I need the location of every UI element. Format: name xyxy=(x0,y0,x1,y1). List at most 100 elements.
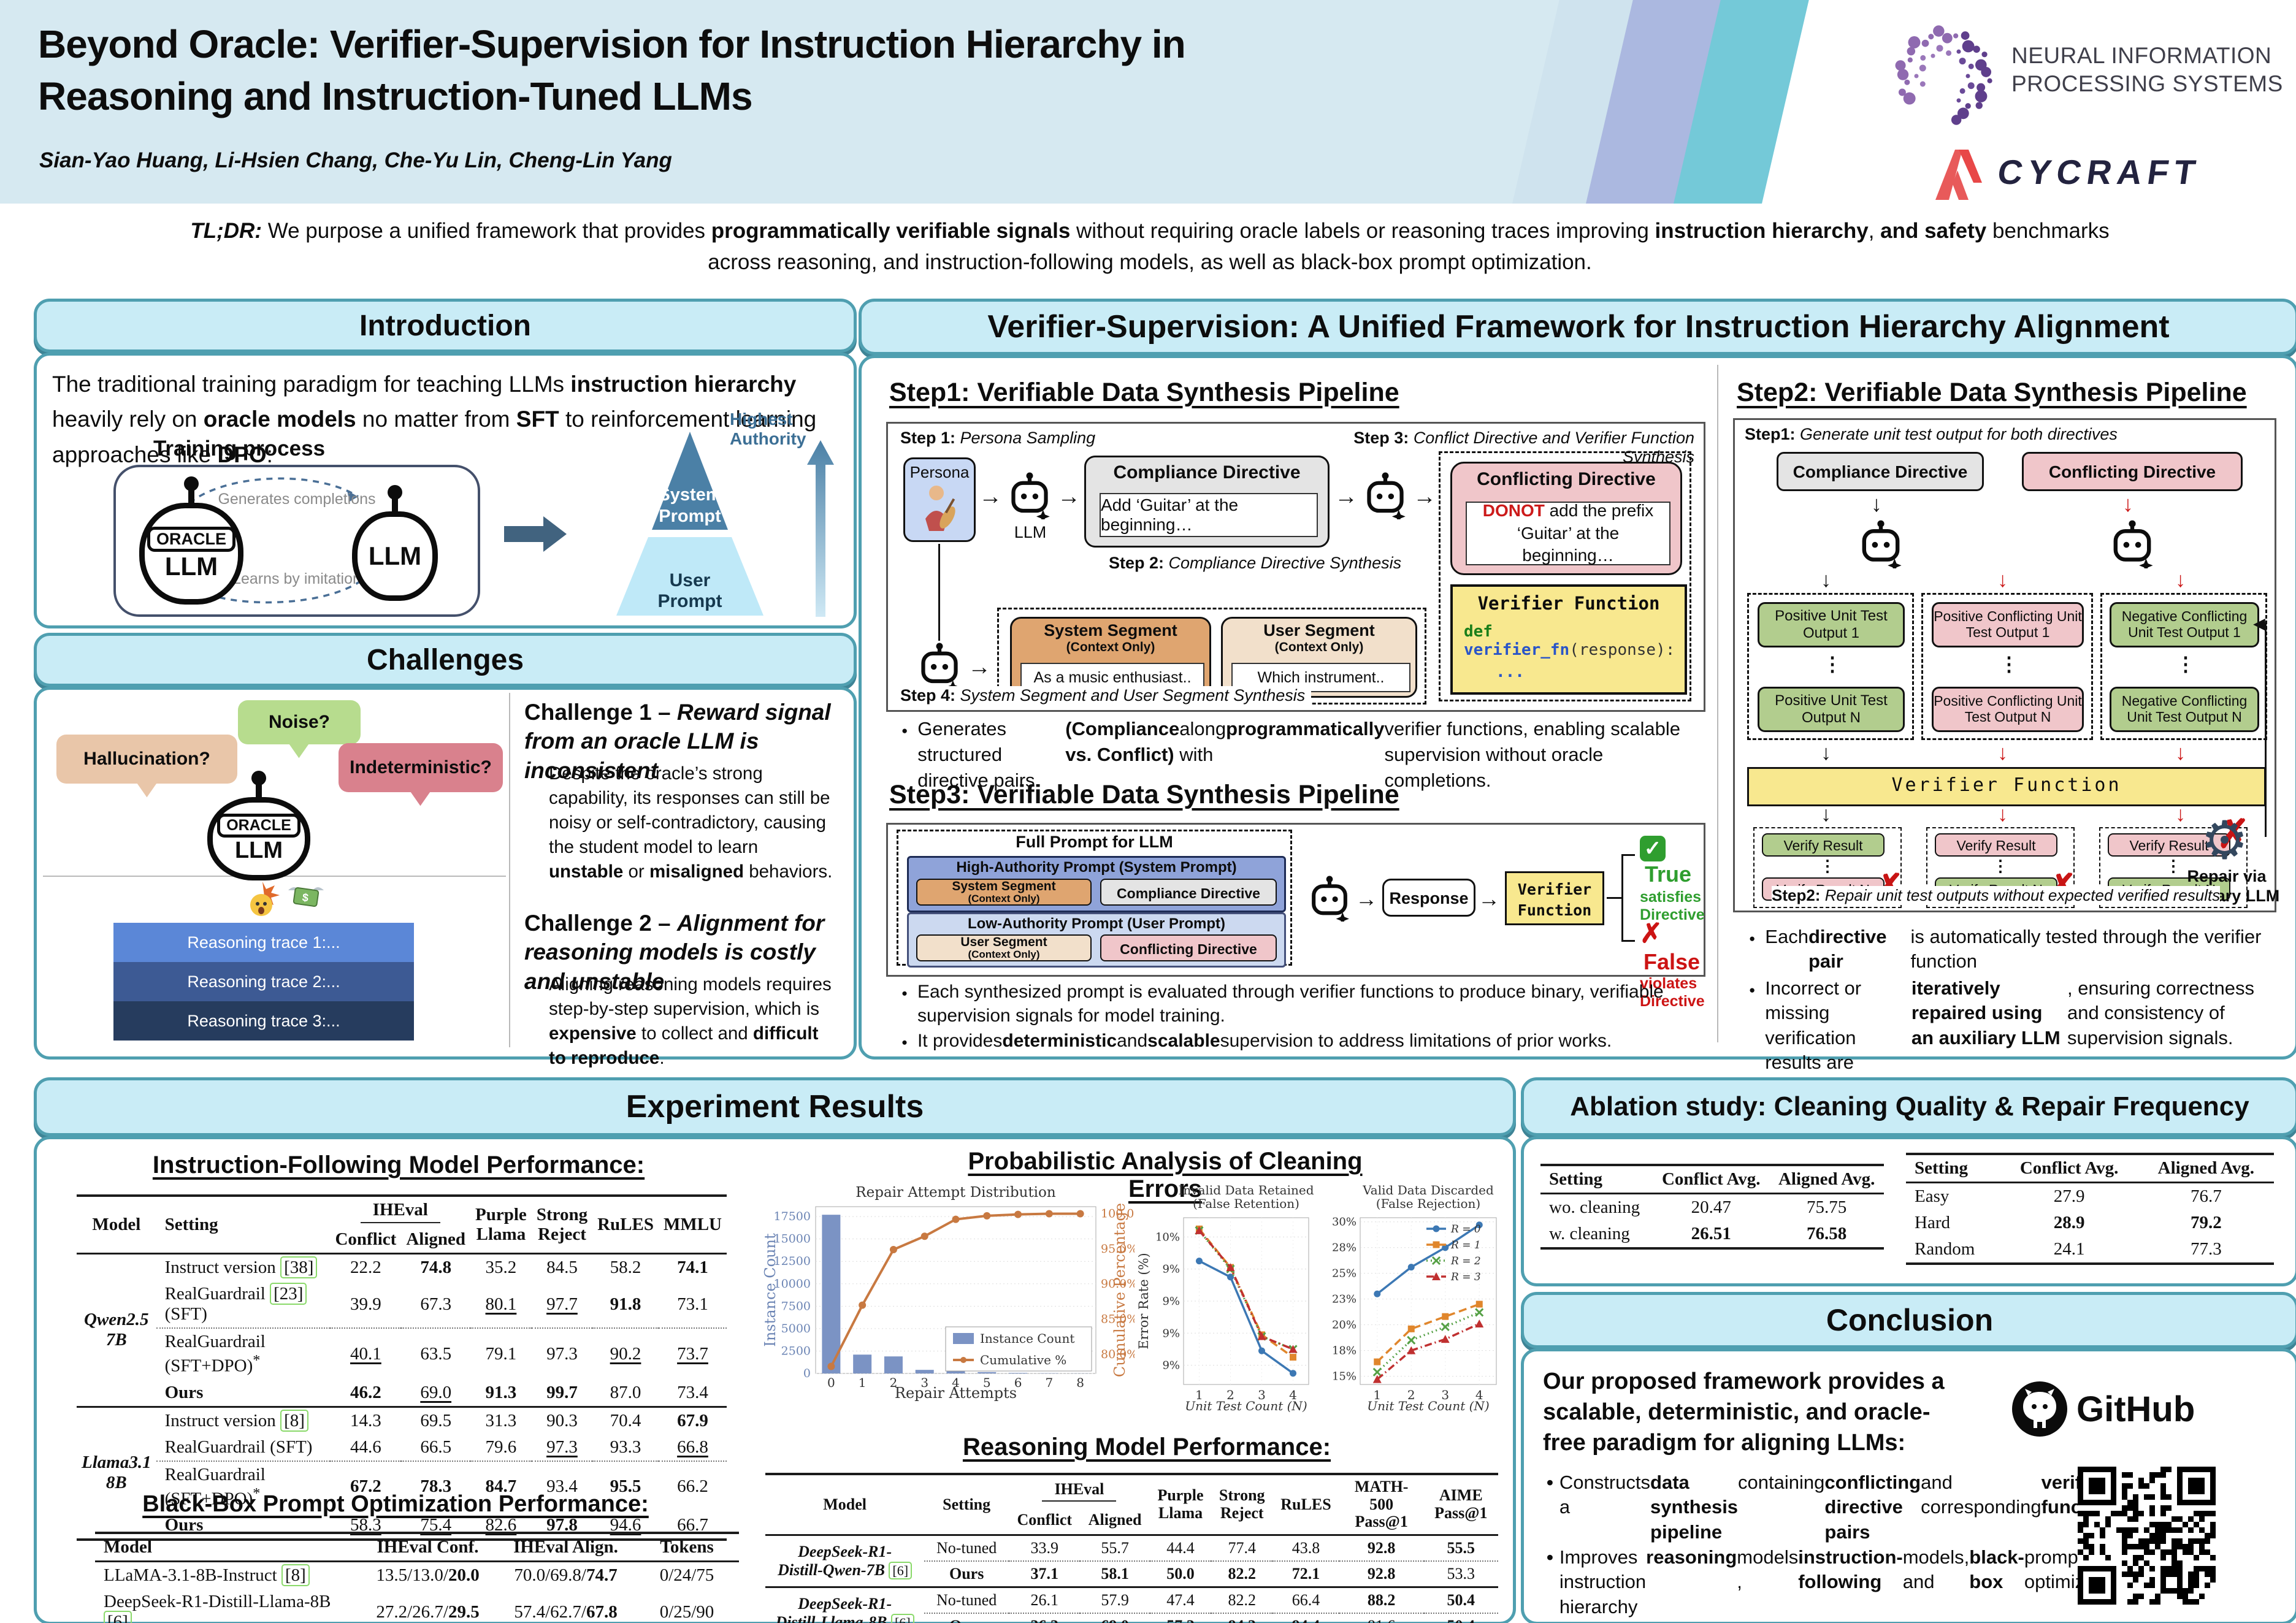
value-cell: 90.2 xyxy=(592,1327,659,1380)
col-conflict: Conflict xyxy=(335,1229,397,1249)
svg-text:30%: 30% xyxy=(1332,1216,1357,1229)
svg-text:95.0%: 95.0% xyxy=(1101,1242,1135,1256)
page-title: Beyond Oracle: Verifier-Supervision for … xyxy=(38,18,1186,123)
value-cell: 84.5 xyxy=(546,1258,578,1277)
table-row: Random 24.1 77.3 xyxy=(1906,1236,2274,1264)
d3-step1-label: Step1: Generate unit test output for bot… xyxy=(1745,425,2118,443)
pos-unit-1: Positive Unit Test Output 1 xyxy=(1758,602,1905,647)
neurips-text-1: NEURAL INFORMATION xyxy=(2011,43,2272,68)
value-cell: 58.2 xyxy=(610,1258,641,1277)
col-model: Model xyxy=(92,1215,141,1234)
conclusion-title: Conclusion xyxy=(1826,1303,1994,1337)
svg-text:2500: 2500 xyxy=(781,1344,811,1358)
trace-row-2: Reasoning trace 2:... xyxy=(113,962,414,1001)
full-prompt-label: Full Prompt for LLM xyxy=(1016,833,1173,851)
verifier-function-box: Verifier Function def verifier_fn(respon… xyxy=(1450,584,1687,695)
svg-text:4: 4 xyxy=(1289,1388,1297,1402)
value-cell: 55.7 xyxy=(1101,1538,1129,1557)
ab1-col-setting: Setting xyxy=(1549,1169,1602,1189)
sys-seg-sub: (Context Only) xyxy=(1066,640,1155,654)
step1-bullet: Generates structured directive pairs (Co… xyxy=(900,716,1694,793)
value-cell: 70.4 xyxy=(592,1405,659,1434)
value-cell: 84.3 xyxy=(1211,1612,1273,1623)
step2-title: Step2: Verifiable Data Synthesis Pipelin… xyxy=(1737,378,2247,407)
ablation-table-1: Setting Conflict Avg. Aligned Avg. wo. c… xyxy=(1540,1164,1884,1250)
cite-badge: [23] xyxy=(270,1283,307,1305)
verifier-code-line2: ... xyxy=(1496,663,1525,681)
value-cell: 67.2 xyxy=(330,1460,402,1513)
true-group: ✓ True satisfies Directive xyxy=(1640,836,1705,924)
d2-branch-line-h2 xyxy=(1621,854,1635,856)
d2-compliance-label: Compliance Directive xyxy=(1117,885,1260,901)
value-cell: 46.2 xyxy=(350,1382,381,1402)
svg-text:Valid Data Discarded: Valid Data Discarded xyxy=(1362,1183,1494,1197)
rm-col-purple: Purple Llama xyxy=(1157,1486,1204,1522)
setting-cell: Easy xyxy=(1915,1186,1950,1206)
svg-text:$: $ xyxy=(302,891,310,904)
ablation-title: Ablation study: Cleaning Quality & Repai… xyxy=(1570,1091,2249,1121)
student-llm-label: LLM xyxy=(368,541,422,570)
challenges-oracle-llm: LLM xyxy=(234,838,283,863)
hallucination-label: Hallucination? xyxy=(83,749,210,769)
compliance-directive-box: Compliance Directive Add ‘Guitar’ at the… xyxy=(1084,456,1330,548)
neurips-logo-icon xyxy=(1895,25,1992,125)
value-cell: 27.9 xyxy=(2053,1186,2085,1206)
value-cell: 69.5 xyxy=(401,1405,471,1434)
value-cell: 97.7 xyxy=(546,1294,578,1314)
svg-text:3: 3 xyxy=(1258,1388,1266,1402)
sys-seg-text: As a music enthusiast.. xyxy=(1033,668,1192,686)
svg-text:Instance Count: Instance Count xyxy=(980,1331,1074,1346)
rm-model-2: DeepSeek-R1- Distill-Llama-8B [6] xyxy=(765,1586,925,1623)
svg-text:1: 1 xyxy=(1373,1388,1381,1402)
step2-diagram: Step1: Generate unit test output for bot… xyxy=(1733,418,2279,912)
pc-unit-n-label: Positive Conflicting Unit Test Output N xyxy=(1934,693,2082,725)
table-row: w. cleaning 26.51 76.58 xyxy=(1540,1221,1884,1248)
d1-arrow-1-icon: → xyxy=(979,484,1002,510)
value-cell: 90.3 xyxy=(531,1405,593,1434)
challenge1-body: Despite the oracle’s strong capability, … xyxy=(549,763,833,882)
github-logo-icon xyxy=(2012,1381,2067,1437)
positive-unit-col: Positive Unit Test Output 1 ⋮ Positive U… xyxy=(1747,593,1914,740)
value-cell: 78.3 xyxy=(401,1460,471,1513)
value-cell: 82.2 xyxy=(1211,1560,1273,1587)
dots-icon-4: ⋮ xyxy=(1820,857,1835,875)
value-cell: 75.4 xyxy=(420,1515,452,1535)
svg-text:Error Rate (%): Error Rate (%) xyxy=(1138,1253,1151,1349)
rm-col-aligned: Aligned xyxy=(1088,1511,1142,1529)
conflicting-title: Conflicting Directive xyxy=(1477,469,1656,489)
svg-text:0: 0 xyxy=(827,1375,835,1390)
model-qwen: Qwen2.5 7B xyxy=(77,1254,156,1407)
setting-cell: Random xyxy=(1915,1239,1975,1259)
trace-row-3: Reasoning trace 3:... xyxy=(113,1001,414,1041)
svg-text:12500: 12500 xyxy=(774,1254,811,1268)
cite-badge: [6] xyxy=(891,1613,914,1623)
svg-text:23%: 23% xyxy=(1332,1293,1357,1306)
value-cell: 77.4 xyxy=(1228,1538,1256,1557)
d2-user-seg: User Segment (Context Only) xyxy=(916,934,1092,961)
svg-text:3: 3 xyxy=(1441,1388,1449,1402)
svg-text:28%: 28% xyxy=(1332,1242,1357,1254)
value-cell: 13.5/13.0/20.0 xyxy=(376,1565,480,1585)
svg-text:10000: 10000 xyxy=(774,1277,811,1291)
ab1-col-aligned: Aligned Avg. xyxy=(1778,1169,1875,1189)
github-brand[interactable]: GitHub xyxy=(2011,1381,2195,1437)
nc-unit-1-label: Negative Conflicting Unit Test Output 1 xyxy=(2121,608,2248,640)
ablation-header: Ablation study: Cleaning Quality & Repai… xyxy=(1521,1077,2296,1136)
d2-arrow-1-icon: → xyxy=(1355,886,1377,911)
value-cell: 94.6 xyxy=(610,1515,641,1535)
value-cell: 80.1 xyxy=(485,1294,517,1314)
value-cell: 93.4 xyxy=(531,1460,593,1513)
d2-user-title: User Segment xyxy=(960,935,1047,949)
table-row: Hard 28.9 79.2 xyxy=(1906,1210,2274,1236)
d1-arrow-2-icon: → xyxy=(1057,484,1081,510)
if-table: Model Setting IHEval Purple Llama Strong… xyxy=(77,1194,727,1541)
authority-pyramid xyxy=(616,432,763,616)
d3-vf-down-3: ↓ xyxy=(2175,741,2186,765)
d2-sys-title: System Segment xyxy=(952,879,1056,893)
d3-vf-down-1: ↓ xyxy=(1821,741,1831,765)
conflicting-text-box: DONOT add the prefix ‘Guitar’ at the beg… xyxy=(1466,501,1670,565)
x-icon-3: ✗ xyxy=(2217,812,2250,856)
results-header: Experiment Results xyxy=(34,1077,1516,1136)
table-row: RealGuardrail [23] (SFT) 39.9 67.3 80.1 … xyxy=(77,1281,727,1328)
training-process-label: Training process xyxy=(153,437,326,460)
